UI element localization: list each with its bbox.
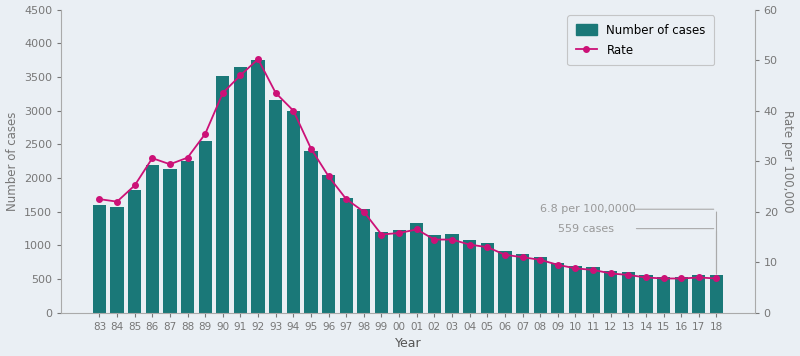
Bar bbox=[674, 277, 688, 313]
Bar bbox=[481, 243, 494, 313]
Bar bbox=[428, 235, 441, 313]
Bar bbox=[128, 190, 142, 313]
Bar bbox=[586, 267, 600, 313]
Bar bbox=[198, 141, 212, 313]
Bar bbox=[286, 111, 300, 313]
Bar bbox=[358, 209, 370, 313]
Bar bbox=[234, 67, 247, 313]
Bar bbox=[269, 100, 282, 313]
Bar bbox=[463, 240, 476, 313]
Legend: Number of cases, Rate: Number of cases, Rate bbox=[567, 15, 714, 65]
Text: 559 cases: 559 cases bbox=[558, 224, 614, 234]
Bar bbox=[410, 223, 423, 313]
Bar bbox=[304, 151, 318, 313]
Bar bbox=[604, 271, 618, 313]
Bar bbox=[340, 198, 353, 313]
Bar bbox=[93, 205, 106, 313]
Bar bbox=[181, 161, 194, 313]
Bar bbox=[446, 234, 458, 313]
Bar bbox=[146, 165, 159, 313]
Bar bbox=[322, 175, 335, 313]
X-axis label: Year: Year bbox=[394, 337, 422, 350]
Bar bbox=[393, 230, 406, 313]
Bar bbox=[569, 266, 582, 313]
Bar bbox=[657, 277, 670, 313]
Bar bbox=[551, 263, 565, 313]
Bar bbox=[692, 274, 706, 313]
Bar bbox=[110, 207, 124, 313]
Y-axis label: Number of cases: Number of cases bbox=[6, 111, 18, 211]
Bar bbox=[251, 60, 265, 313]
Bar bbox=[534, 257, 546, 313]
Y-axis label: Rate per 100,000: Rate per 100,000 bbox=[782, 110, 794, 213]
Bar bbox=[639, 275, 653, 313]
Bar bbox=[710, 275, 723, 313]
Bar bbox=[163, 169, 177, 313]
Text: 6.8 per 100,0000: 6.8 per 100,0000 bbox=[540, 204, 636, 214]
Bar bbox=[498, 251, 511, 313]
Bar bbox=[375, 231, 388, 313]
Bar bbox=[516, 254, 529, 313]
Bar bbox=[216, 75, 230, 313]
Bar bbox=[622, 272, 635, 313]
